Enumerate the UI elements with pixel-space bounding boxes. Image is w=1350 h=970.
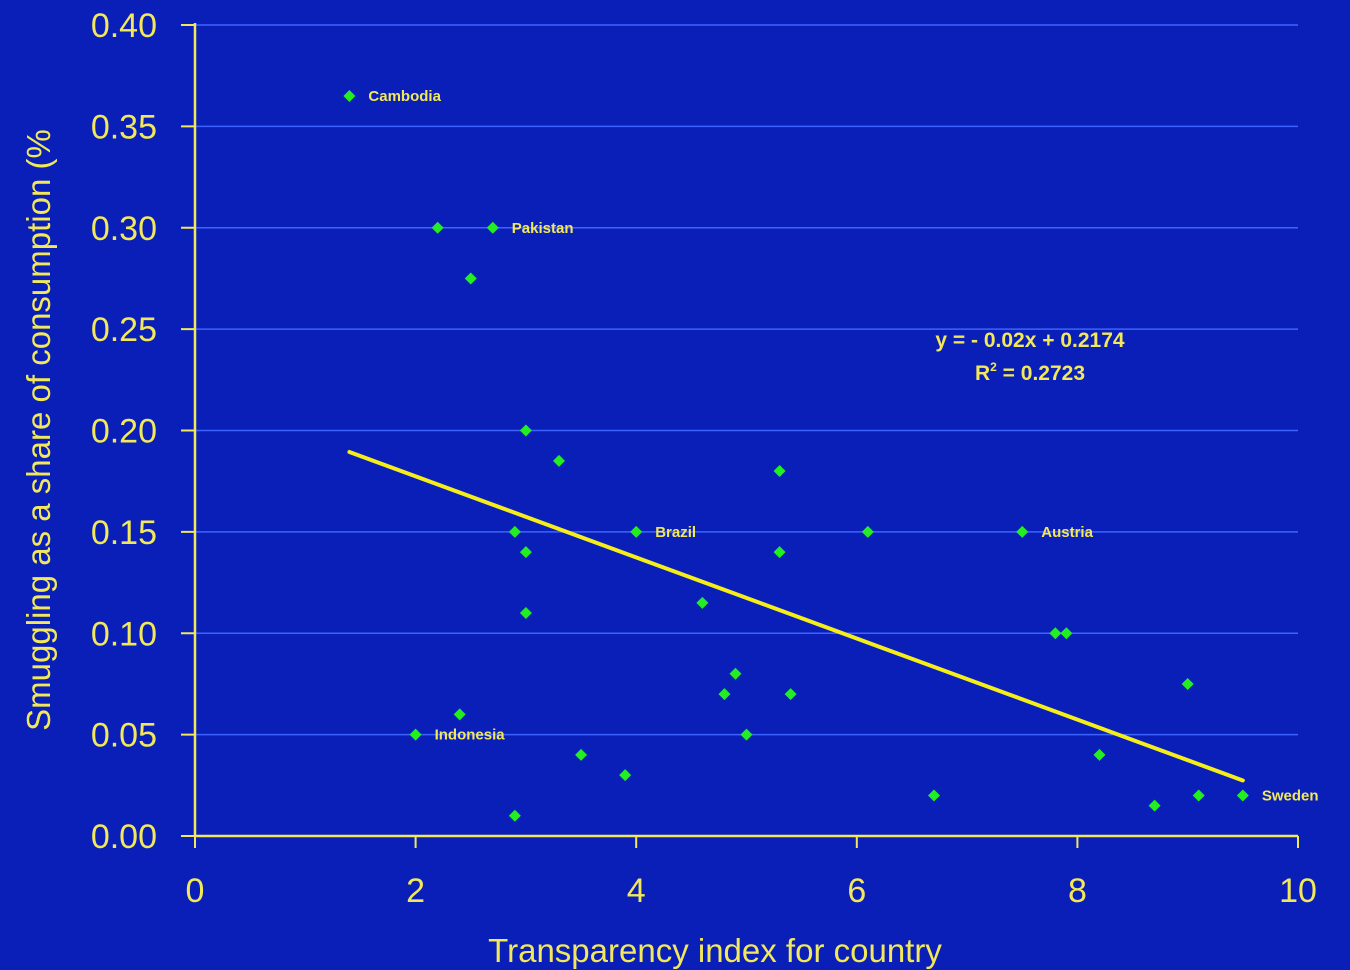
data-points — [343, 89, 1249, 822]
data-point — [1192, 789, 1205, 802]
data-point — [928, 789, 941, 802]
x-tick-label: 0 — [186, 872, 205, 910]
y-axis-title: Smuggling as a share of consumption (% — [20, 129, 57, 731]
trendline-equation-text: y = - 0.02x + 0.2174 — [935, 329, 1124, 352]
data-point — [630, 525, 643, 538]
y-tick-label: 0.05 — [91, 717, 157, 755]
point-label: Pakistan — [512, 220, 574, 237]
gridlines — [195, 24, 1298, 736]
data-point — [740, 728, 753, 741]
data-point — [784, 688, 797, 701]
data-point — [1016, 525, 1029, 538]
y-tick-label: 0.40 — [91, 7, 157, 45]
point-label: Indonesia — [435, 727, 506, 744]
trendline — [347, 449, 1245, 783]
data-point — [508, 525, 521, 538]
r2-prefix: R — [975, 362, 990, 385]
point-label: Cambodia — [368, 88, 441, 105]
trendline-r2-text: R2 = 0.2723 — [975, 360, 1085, 385]
x-tick-label: 4 — [627, 872, 646, 910]
data-point — [519, 424, 532, 437]
data-point — [575, 748, 588, 761]
y-tick-label: 0.20 — [91, 413, 157, 451]
point-label: Austria — [1041, 524, 1093, 541]
y-tick-label: 0.15 — [91, 514, 157, 552]
data-point — [696, 596, 709, 609]
data-point — [1060, 627, 1073, 640]
data-point — [519, 606, 532, 619]
x-tick-label: 2 — [406, 872, 425, 910]
data-point — [453, 708, 466, 721]
data-point — [1181, 677, 1194, 690]
point-labels: Cambodia Pakistan Brazil Austria Indonesia Sw… — [368, 88, 1318, 804]
axes: 0.00 0.05 0.10 0.15 0.20 0.25 0.30 0.35 0.40 0 2 4 6… — [91, 7, 1317, 910]
data-point — [1236, 789, 1249, 802]
trendline-equation: y = - 0.02x + 0.2174 R2 = 0.2723 — [935, 329, 1124, 385]
x-axis-title: Transparency index for country — [488, 932, 942, 969]
data-point — [1049, 627, 1062, 640]
x-tick-label: 8 — [1068, 872, 1087, 910]
x-tick-label: 6 — [847, 872, 866, 910]
data-point — [409, 728, 422, 741]
data-point — [431, 221, 444, 234]
y-tick-label: 0.00 — [91, 818, 157, 856]
data-point — [718, 688, 731, 701]
r2-value: = 0.2723 — [997, 362, 1085, 385]
data-point — [552, 454, 565, 467]
data-point — [619, 769, 632, 782]
point-label: Sweden — [1262, 787, 1319, 804]
data-point — [861, 525, 874, 538]
y-tick-label: 0.35 — [91, 108, 157, 146]
y-tick-label: 0.10 — [91, 615, 157, 653]
y-tick-label: 0.25 — [91, 311, 157, 349]
data-point — [1148, 799, 1161, 812]
data-point — [773, 465, 786, 478]
data-point — [519, 546, 532, 559]
trendline-group — [347, 449, 1245, 783]
data-point — [508, 809, 521, 822]
data-point — [773, 546, 786, 559]
x-tick-label: 10 — [1279, 872, 1317, 910]
data-point — [464, 272, 477, 285]
data-point — [1093, 748, 1106, 761]
r2-superscript: 2 — [990, 360, 997, 374]
point-label: Brazil — [655, 524, 696, 541]
data-point — [486, 221, 499, 234]
data-point — [343, 89, 356, 102]
y-tick-label: 0.30 — [91, 210, 157, 248]
data-point — [729, 667, 742, 680]
